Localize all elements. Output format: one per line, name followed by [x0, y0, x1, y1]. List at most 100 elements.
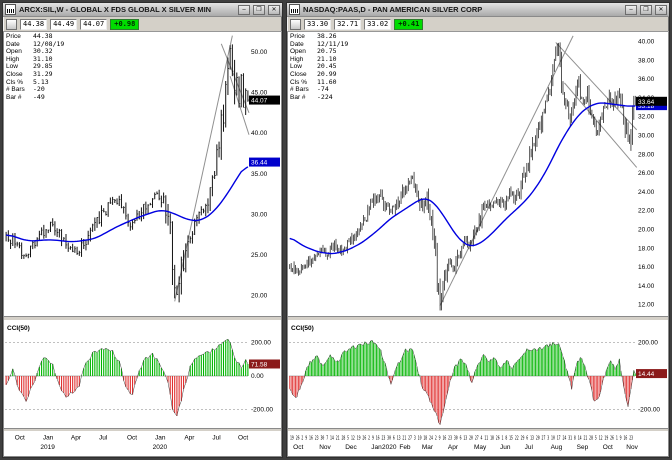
chart-window-icon: [289, 4, 300, 15]
svg-text:28.00: 28.00: [638, 151, 655, 158]
titlebar[interactable]: NASDAQ:PAAS,D - PAN AMERICAN SILVER CORP…: [287, 3, 669, 17]
info-row: Low 29.85: [6, 62, 53, 71]
info-row: Bar # -49: [6, 92, 45, 101]
titlebar[interactable]: ARCX:SIL,W - GLOBAL X FDS GLOBAL X SILVE…: [3, 3, 282, 17]
info-row: Open 30.32: [6, 47, 53, 56]
svg-text:Nov: Nov: [626, 444, 638, 451]
svg-text:Oct: Oct: [603, 444, 613, 451]
info-row: Cls % 11.60: [290, 77, 337, 86]
svg-text:50.00: 50.00: [251, 49, 268, 56]
quote-toolbar: 44.38 44.49 44.07 +0.98: [3, 17, 282, 32]
info-panel: Price 44.38 Date 12/08/19 Open 30.32 High 31.10…: [6, 32, 65, 101]
svg-text:25.00: 25.00: [251, 252, 268, 259]
svg-text:19 26 2 9 16 23 30 7 14 21 28: 19 26 2 9 16 23 30 7 14 21 28 5 12 19 26…: [290, 436, 633, 442]
info-panel: Price 38.26 Date 12/11/19 Open 20.75 High 21.10…: [290, 32, 349, 101]
svg-text:33.18: 33.18: [638, 103, 655, 110]
svg-text:14.00: 14.00: [638, 283, 655, 290]
window-title: NASDAQ:PAAS,D - PAN AMERICAN SILVER CORP: [303, 5, 483, 14]
restore-button[interactable]: ❐: [640, 4, 652, 15]
svg-text:Apr: Apr: [184, 435, 195, 442]
svg-text:40.00: 40.00: [251, 130, 268, 137]
svg-text:CCI(50): CCI(50): [7, 325, 30, 332]
change-badge: +0.41: [394, 18, 424, 30]
svg-text:20.00: 20.00: [638, 227, 655, 234]
chart-area: 50.00 45.00 40.00 35.00 30.00 25.00 20.00 36.44…: [3, 32, 282, 457]
quote-field[interactable]: 33.02: [364, 18, 392, 30]
svg-text:-200.00: -200.00: [251, 407, 273, 414]
svg-text:CCI(50): CCI(50): [291, 325, 314, 332]
svg-text:26.00: 26.00: [638, 170, 655, 177]
svg-text:-200.00: -200.00: [638, 407, 660, 414]
svg-text:May: May: [474, 444, 487, 451]
svg-text:Jan: Jan: [43, 435, 54, 442]
svg-text:Jan: Jan: [155, 435, 166, 442]
info-row: Price 44.38: [6, 32, 53, 40]
info-row: Price 38.26: [290, 32, 337, 40]
quote-field[interactable]: 32.71: [334, 18, 362, 30]
quote-toolbar: 33.30 32.71 33.02 +0.41: [287, 17, 669, 32]
svg-text:35.00: 35.00: [251, 171, 268, 178]
svg-text:Mar: Mar: [422, 444, 434, 451]
svg-text:Jan: Jan: [371, 444, 382, 451]
svg-text:Sep: Sep: [577, 444, 589, 451]
svg-text:2019: 2019: [40, 444, 55, 451]
quote-fields: 33.30 32.71 33.02: [304, 18, 392, 30]
svg-text:44.07: 44.07: [251, 98, 268, 105]
svg-text:200.00: 200.00: [638, 339, 658, 346]
svg-text:38.00: 38.00: [638, 57, 655, 64]
chart-window-icon: [5, 4, 16, 15]
grid-icon: [290, 18, 301, 30]
svg-text:2020: 2020: [382, 444, 397, 451]
svg-text:Oct: Oct: [127, 435, 137, 442]
svg-text:Jul: Jul: [99, 435, 108, 442]
minimize-button[interactable]: –: [238, 4, 250, 15]
info-row: Close 20.99: [290, 69, 337, 78]
info-row: Date 12/11/19: [290, 39, 349, 48]
quote-fields: 44.38 44.49 44.07: [20, 18, 108, 30]
chart-window-paas: NASDAQ:PAAS,D - PAN AMERICAN SILVER CORP…: [286, 2, 670, 458]
svg-text:71.58: 71.58: [251, 361, 268, 368]
minimize-button[interactable]: –: [625, 4, 637, 15]
svg-text:24.00: 24.00: [638, 189, 655, 196]
svg-text:16.00: 16.00: [638, 264, 655, 271]
info-row: Open 20.75: [290, 47, 337, 56]
info-row: Date 12/08/19: [6, 39, 65, 48]
svg-text:Apr: Apr: [71, 435, 82, 442]
chart-window-sil: ARCX:SIL,W - GLOBAL X FDS GLOBAL X SILVE…: [2, 2, 283, 458]
svg-text:Jul: Jul: [212, 435, 221, 442]
chart-area: 40.0038.0036.0034.0032.0030.0028.0026.00…: [287, 32, 669, 457]
window-title: ARCX:SIL,W - GLOBAL X FDS GLOBAL X SILVE…: [19, 5, 212, 14]
info-row: # Bars -20: [6, 85, 45, 94]
close-button[interactable]: ✕: [655, 4, 667, 15]
svg-text:200.00: 200.00: [251, 339, 271, 346]
svg-text:Oct: Oct: [293, 444, 303, 451]
grid-icon: [6, 18, 17, 30]
close-button[interactable]: ✕: [268, 4, 280, 15]
quote-field[interactable]: 33.30: [304, 18, 332, 30]
info-row: Close 31.29: [6, 69, 53, 78]
quote-field[interactable]: 44.49: [50, 18, 78, 30]
quote-field[interactable]: 44.07: [80, 18, 108, 30]
svg-text:Jul: Jul: [525, 444, 534, 451]
info-row: Bar # -224: [290, 92, 333, 101]
price-cci-chart[interactable]: 50.00 45.00 40.00 35.00 30.00 25.00 20.00 36.44…: [4, 32, 281, 456]
svg-text:20.00: 20.00: [251, 293, 268, 300]
svg-text:0.00: 0.00: [251, 373, 264, 380]
svg-text:2020: 2020: [153, 444, 168, 451]
svg-text:30.00: 30.00: [251, 211, 268, 218]
svg-text:36.44: 36.44: [251, 160, 268, 167]
info-row: High 31.10: [6, 54, 53, 63]
svg-text:Nov: Nov: [319, 444, 331, 451]
info-row: Low 20.45: [290, 62, 337, 71]
info-row: High 21.10: [290, 54, 337, 63]
svg-text:14.44: 14.44: [638, 371, 655, 378]
svg-text:Oct: Oct: [15, 435, 25, 442]
svg-text:18.00: 18.00: [638, 245, 655, 252]
svg-text:Aug: Aug: [551, 444, 563, 451]
restore-button[interactable]: ❐: [253, 4, 265, 15]
price-cci-chart[interactable]: 40.0038.0036.0034.0032.0030.0028.0026.00…: [288, 32, 668, 456]
info-row: Cls % 5.13: [6, 77, 49, 86]
svg-text:30.00: 30.00: [638, 133, 655, 140]
quote-field[interactable]: 44.38: [20, 18, 48, 30]
